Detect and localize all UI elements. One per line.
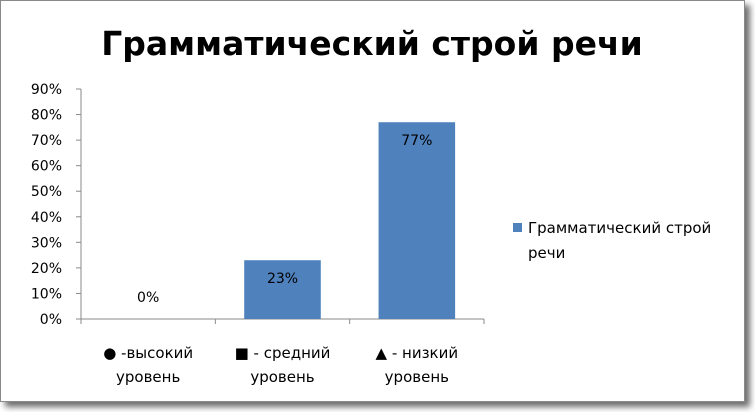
y-tick-label: 70%: [31, 133, 62, 149]
y-tick-label: 0%: [40, 312, 62, 328]
y-tick-label: 60%: [31, 159, 62, 175]
y-tick-label: 80%: [31, 108, 62, 124]
x-category-label: ■ - средний: [235, 344, 331, 362]
bar: [244, 260, 321, 319]
legend-label: Грамматический строй: [528, 219, 711, 237]
y-tick-label: 90%: [31, 82, 62, 98]
y-tick-label: 50%: [31, 184, 62, 200]
legend-swatch: [513, 223, 522, 232]
x-category-label: ▲ - низкий: [376, 344, 459, 362]
data-label: 77%: [401, 133, 432, 149]
x-category-label: ● -высокий: [103, 344, 193, 362]
x-category-label: уровень: [250, 368, 314, 386]
y-tick-label: 40%: [31, 210, 62, 226]
chart-title: Грамматический строй речи: [101, 24, 643, 63]
x-category-label: уровень: [116, 368, 180, 386]
x-category-label: уровень: [385, 368, 449, 386]
legend-label: речи: [528, 244, 565, 262]
data-label: 0%: [137, 290, 159, 306]
y-tick-label: 20%: [31, 261, 62, 277]
bar: [378, 122, 456, 319]
y-tick-label: 10%: [31, 286, 62, 302]
y-tick-label: 30%: [31, 235, 62, 251]
chart-frame: [0, 0, 745, 402]
data-label: 23%: [267, 271, 298, 287]
